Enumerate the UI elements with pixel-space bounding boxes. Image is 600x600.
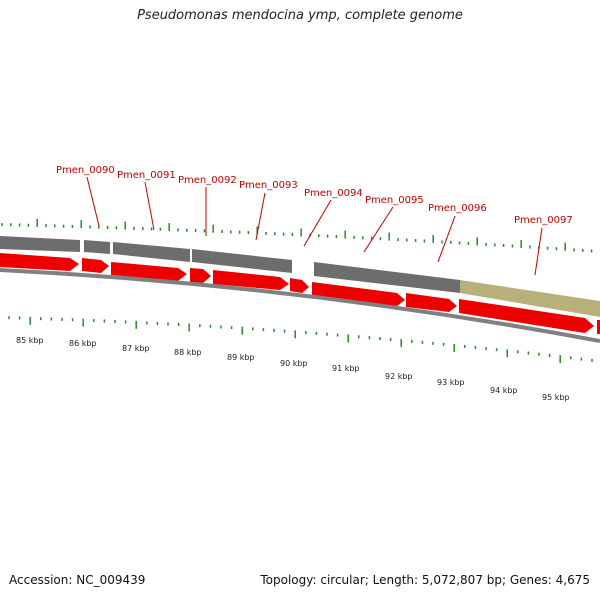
- kbp-label: 87 kbp: [122, 344, 150, 353]
- kbp-label: 94 kbp: [490, 386, 518, 395]
- gene-bar-2[interactable]: [84, 240, 110, 254]
- kbp-label: 89 kbp: [227, 353, 255, 362]
- cds-arrow-7[interactable]: [312, 282, 405, 306]
- cds-arrow-4[interactable]: [190, 268, 211, 283]
- gene-bar-highlight[interactable]: [460, 280, 600, 317]
- gene-label[interactable]: Pmen_0097: [514, 215, 573, 226]
- cds-arrow-2[interactable]: [82, 258, 109, 273]
- leader-line: [86, 176, 100, 227]
- kbp-label: 90 kbp: [280, 359, 308, 368]
- leader-line: [144, 181, 155, 231]
- genome-summary-text: Topology: circular; Length: 5,072,807 bp…: [260, 573, 590, 587]
- kbp-label: 85 kbp: [16, 336, 44, 345]
- cds-arrow-3[interactable]: [111, 262, 187, 281]
- gene-bar-3[interactable]: [113, 242, 190, 262]
- gene-bar-5[interactable]: [314, 262, 460, 293]
- cds-arrow-9[interactable]: [459, 299, 594, 333]
- leader-line: [363, 206, 394, 253]
- genome-backbone: [0, 268, 600, 343]
- gene-labels: Pmen_0090 Pmen_0091 Pmen_0092 Pmen_0093 Pmen…: [56, 165, 573, 226]
- gene-label[interactable]: Pmen_0093: [239, 180, 298, 191]
- kbp-labels: 85 kbp 86 kbp 87 kbp 88 kbp 89 kbp 90 kbp 91 k…: [16, 336, 570, 402]
- kbp-label: 91 kbp: [332, 364, 360, 373]
- cds-arrow-10[interactable]: [597, 320, 600, 334]
- kbp-label: 95 kbp: [542, 393, 570, 402]
- kbp-label: 88 kbp: [174, 348, 202, 357]
- cds-arrow-5[interactable]: [213, 270, 289, 290]
- accession-text: Accession: NC_009439: [9, 573, 146, 587]
- cds-arrow-6[interactable]: [290, 278, 309, 293]
- gene-bars: [0, 236, 600, 317]
- outer-tick-track: [1, 218, 593, 253]
- leader-line: [255, 192, 266, 241]
- gene-label[interactable]: Pmen_0095: [365, 195, 424, 206]
- kbp-label: 86 kbp: [69, 339, 97, 348]
- leader-lines: [86, 176, 543, 276]
- cds-arrow-1[interactable]: [0, 253, 79, 271]
- gene-bar-1[interactable]: [0, 236, 80, 252]
- gene-label[interactable]: Pmen_0090: [56, 165, 115, 176]
- gene-label[interactable]: Pmen_0096: [428, 203, 487, 214]
- cds-arrows: [0, 253, 600, 334]
- cds-arrow-8[interactable]: [406, 293, 457, 312]
- kbp-label: 93 kbp: [437, 378, 465, 387]
- leader-line: [534, 227, 543, 276]
- gene-label[interactable]: Pmen_0092: [178, 175, 237, 186]
- gene-label[interactable]: Pmen_0094: [304, 188, 363, 199]
- kbp-label: 92 kbp: [385, 372, 413, 381]
- leader-line: [437, 215, 456, 263]
- gene-label[interactable]: Pmen_0091: [117, 170, 176, 181]
- gene-bar-4[interactable]: [192, 249, 292, 273]
- inner-tick-track: [8, 316, 593, 364]
- leader-line: [303, 199, 332, 247]
- genome-title: Pseudomonas mendocina ymp, complete geno…: [137, 8, 463, 23]
